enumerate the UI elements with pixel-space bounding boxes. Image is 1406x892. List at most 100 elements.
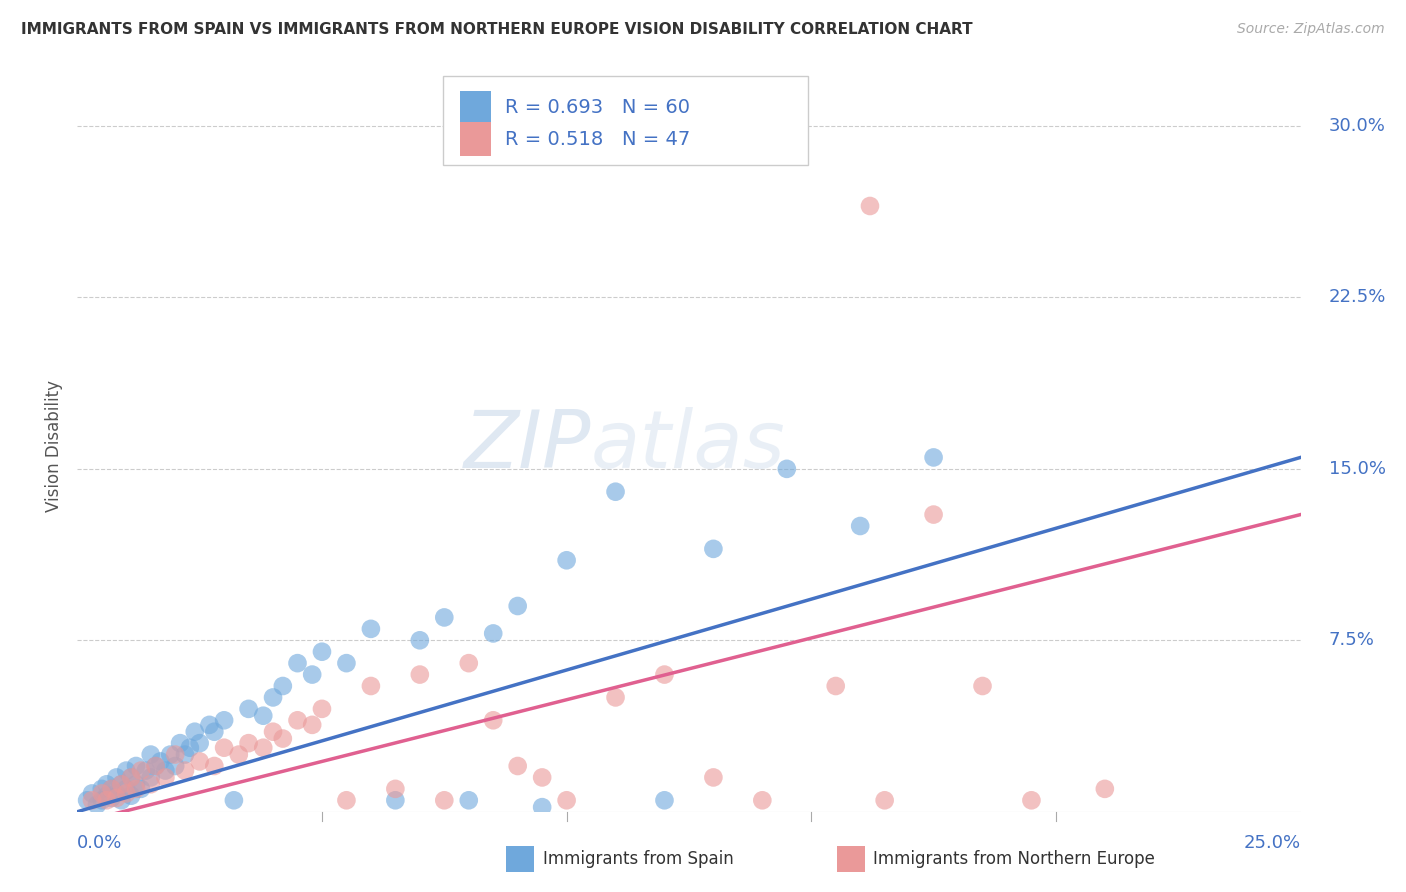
- Point: [1094, 781, 1116, 796]
- Point: [90, 787, 112, 801]
- Point: [125, 759, 148, 773]
- Point: [202, 759, 225, 773]
- Point: [188, 755, 211, 769]
- Point: [96, 777, 118, 791]
- Point: [184, 724, 207, 739]
- Point: [482, 626, 505, 640]
- Point: [222, 793, 245, 807]
- Point: [159, 747, 181, 762]
- Point: [605, 690, 627, 705]
- Point: [198, 718, 221, 732]
- Point: [360, 622, 382, 636]
- Point: [96, 789, 118, 803]
- Point: [531, 771, 554, 785]
- Point: [922, 508, 945, 522]
- Point: [972, 679, 994, 693]
- Point: [115, 764, 138, 778]
- Point: [80, 787, 103, 801]
- Text: R = 0.693   N = 60: R = 0.693 N = 60: [505, 98, 690, 118]
- Point: [100, 781, 122, 796]
- Point: [252, 708, 274, 723]
- Point: [335, 793, 357, 807]
- Point: [776, 462, 799, 476]
- Point: [506, 599, 529, 613]
- Point: [384, 793, 406, 807]
- Point: [824, 679, 846, 693]
- Text: 30.0%: 30.0%: [1329, 117, 1385, 135]
- Point: [859, 199, 882, 213]
- Point: [105, 787, 128, 801]
- Point: [139, 777, 162, 791]
- Point: [482, 714, 505, 728]
- Point: [311, 702, 333, 716]
- Point: [165, 759, 187, 773]
- Point: [125, 777, 148, 791]
- Point: [110, 777, 132, 791]
- Text: 15.0%: 15.0%: [1329, 460, 1386, 478]
- Point: [100, 791, 122, 805]
- Point: [228, 747, 250, 762]
- Point: [188, 736, 211, 750]
- Point: [311, 645, 333, 659]
- Text: 22.5%: 22.5%: [1329, 288, 1386, 307]
- Point: [135, 764, 157, 778]
- Point: [301, 667, 323, 681]
- Text: 25.0%: 25.0%: [1243, 834, 1301, 852]
- Point: [120, 771, 142, 785]
- Text: R = 0.518   N = 47: R = 0.518 N = 47: [505, 129, 690, 149]
- Point: [433, 793, 456, 807]
- Point: [654, 793, 676, 807]
- Point: [409, 667, 432, 681]
- Point: [145, 759, 167, 773]
- Point: [129, 781, 152, 796]
- Point: [179, 740, 201, 755]
- Point: [433, 610, 456, 624]
- Text: 7.5%: 7.5%: [1329, 632, 1375, 649]
- Point: [702, 541, 724, 556]
- Point: [139, 747, 162, 762]
- Point: [457, 656, 479, 670]
- Point: [384, 781, 406, 796]
- Point: [129, 764, 152, 778]
- Point: [654, 667, 676, 681]
- Point: [922, 450, 945, 465]
- Point: [605, 484, 627, 499]
- Point: [287, 714, 309, 728]
- Point: [849, 519, 872, 533]
- Point: [271, 731, 294, 746]
- Point: [90, 793, 112, 807]
- Point: [145, 759, 167, 773]
- Text: Source: ZipAtlas.com: Source: ZipAtlas.com: [1237, 22, 1385, 37]
- Point: [86, 797, 108, 812]
- Text: IMMIGRANTS FROM SPAIN VS IMMIGRANTS FROM NORTHERN EUROPE VISION DISABILITY CORRE: IMMIGRANTS FROM SPAIN VS IMMIGRANTS FROM…: [21, 22, 973, 37]
- Point: [262, 690, 284, 705]
- Point: [262, 724, 284, 739]
- Point: [96, 793, 118, 807]
- Point: [100, 781, 122, 796]
- Point: [873, 793, 896, 807]
- Point: [125, 781, 148, 796]
- Point: [457, 793, 479, 807]
- Point: [238, 736, 260, 750]
- Point: [139, 771, 162, 785]
- Point: [76, 793, 98, 807]
- Text: atlas: atlas: [591, 407, 786, 485]
- Point: [202, 724, 225, 739]
- Point: [271, 679, 294, 693]
- Point: [360, 679, 382, 693]
- Point: [174, 747, 197, 762]
- Point: [252, 740, 274, 755]
- Point: [165, 747, 187, 762]
- Point: [702, 771, 724, 785]
- Text: Immigrants from Spain: Immigrants from Spain: [543, 850, 734, 868]
- Point: [287, 656, 309, 670]
- Point: [409, 633, 432, 648]
- Point: [105, 791, 128, 805]
- Point: [110, 777, 132, 791]
- Point: [506, 759, 529, 773]
- Point: [120, 771, 142, 785]
- Point: [80, 793, 103, 807]
- Point: [155, 764, 177, 778]
- Point: [120, 789, 142, 803]
- Y-axis label: Vision Disability: Vision Disability: [45, 380, 63, 512]
